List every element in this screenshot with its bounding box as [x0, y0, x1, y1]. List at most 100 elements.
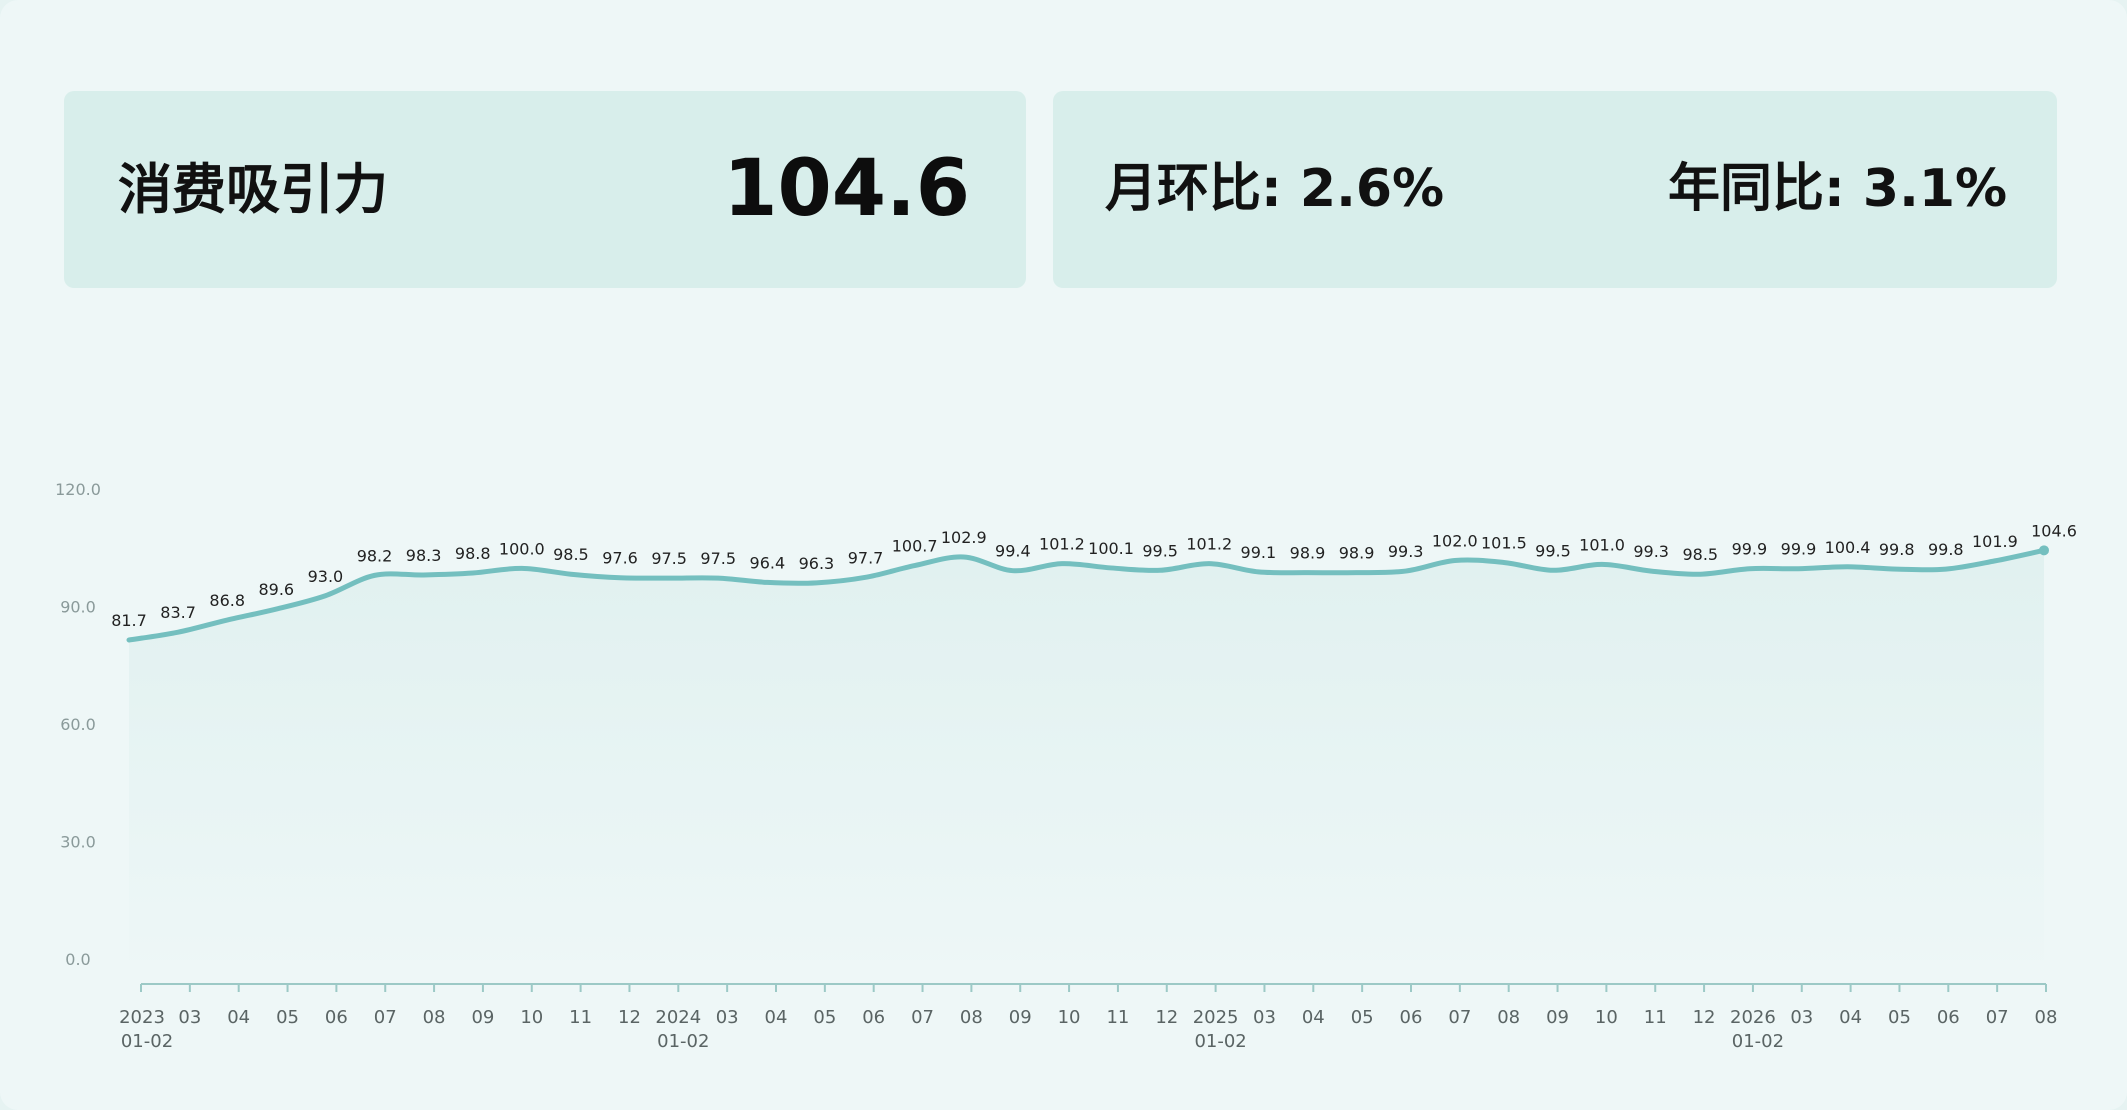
y-tick-label: 0.0: [65, 950, 90, 969]
y-tick-label: 60.0: [60, 715, 96, 734]
x-tick-label: 2023: [119, 1007, 165, 1028]
data-label: 101.9: [1972, 532, 2018, 551]
data-label: 81.7: [111, 611, 147, 630]
x-tick-label: 06: [1400, 1007, 1423, 1028]
data-label: 96.3: [799, 554, 835, 573]
x-tick-label: 09: [1009, 1007, 1032, 1028]
data-label: 100.4: [1825, 538, 1871, 557]
y-tick-label: 120.0: [55, 480, 101, 499]
x-tick-label: 03: [178, 1007, 201, 1028]
x-tick-label: 03: [1790, 1007, 1813, 1028]
x-tick-label: 05: [813, 1007, 836, 1028]
x-tick-label: 08: [423, 1007, 446, 1028]
data-label: 97.5: [651, 549, 687, 568]
x-tick-label: 05: [276, 1007, 299, 1028]
data-label: 97.6: [602, 549, 638, 568]
data-label: 104.6: [2031, 521, 2077, 540]
data-label: 101.2: [1039, 535, 1085, 554]
x-tick-label: 06: [862, 1007, 885, 1028]
mom-label: 月环比: [1105, 159, 1262, 219]
x-tick-label: 12: [1155, 1007, 1178, 1028]
x-tick-label: 03: [1253, 1007, 1276, 1028]
x-tick-label: 12: [618, 1007, 641, 1028]
x-tick-label: 10: [520, 1007, 543, 1028]
data-label: 102.9: [941, 528, 987, 547]
x-tick-label: 04: [1302, 1007, 1325, 1028]
x-tick-label: 11: [1106, 1007, 1129, 1028]
yoy-stat: 年同比: 3.1%: [1668, 159, 2008, 219]
data-label: 101.5: [1481, 533, 1527, 552]
data-label: 98.3: [406, 546, 442, 565]
x-tick-label: 04: [227, 1007, 250, 1028]
x-tick-label: 11: [569, 1007, 592, 1028]
x-tick-label: 10: [1058, 1007, 1081, 1028]
x-tick-label: 05: [1888, 1007, 1911, 1028]
x-tick-label: 06: [1937, 1007, 1960, 1028]
data-label: 98.2: [357, 546, 393, 565]
data-label: 98.5: [553, 545, 589, 564]
mom-value: 2.6%: [1299, 159, 1445, 219]
x-tick-label: 2025: [1193, 1007, 1239, 1028]
x-tick-sublabel: 01-02: [1732, 1031, 1784, 1052]
data-label: 99.3: [1633, 542, 1669, 561]
indicator-card: 消费吸引力 104.6: [64, 91, 1026, 288]
data-label: 89.6: [258, 580, 294, 599]
x-tick-label: 09: [1546, 1007, 1569, 1028]
data-label: 99.8: [1928, 540, 1964, 559]
x-tick-label: 08: [2035, 1007, 2058, 1028]
x-tick-label: 07: [911, 1007, 934, 1028]
data-label: 99.3: [1388, 542, 1424, 561]
data-label: 99.1: [1241, 543, 1277, 562]
x-tick-label: 06: [325, 1007, 348, 1028]
y-tick-label: 30.0: [60, 833, 96, 852]
data-label: 96.4: [750, 553, 786, 572]
data-label: 97.5: [700, 549, 736, 568]
x-tick-label: 2026: [1730, 1007, 1776, 1028]
data-label: 86.8: [209, 591, 245, 610]
change-card: 月环比: 2.6% 年同比: 3.1%: [1053, 91, 2057, 288]
x-tick-sublabel: 01-02: [1194, 1031, 1246, 1052]
data-label: 83.7: [160, 603, 196, 622]
x-tick-label: 07: [374, 1007, 397, 1028]
data-label: 100.1: [1088, 539, 1134, 558]
data-label: 100.0: [499, 539, 545, 558]
data-label: 101.0: [1579, 535, 1625, 554]
data-label: 99.9: [1781, 540, 1817, 559]
data-label: 98.8: [455, 544, 491, 563]
data-label: 97.7: [848, 548, 884, 567]
data-label: 99.9: [1732, 540, 1768, 559]
yoy-label: 年同比: [1668, 159, 1825, 219]
data-label: 99.4: [995, 542, 1031, 561]
x-tick-sublabel: 01-02: [121, 1031, 173, 1052]
data-label: 99.8: [1879, 540, 1915, 559]
x-tick-label: 03: [716, 1007, 739, 1028]
data-label: 102.0: [1432, 532, 1478, 551]
y-tick-label: 90.0: [60, 598, 96, 617]
x-tick-label: 04: [1839, 1007, 1862, 1028]
data-label: 100.7: [892, 537, 938, 556]
data-label: 98.9: [1290, 544, 1326, 563]
series-line: [126, 547, 2047, 643]
x-tick-label: 12: [1693, 1007, 1716, 1028]
yoy-value: 3.1%: [1862, 159, 2008, 219]
data-label: 99.5: [1142, 541, 1178, 560]
data-label: 99.5: [1535, 541, 1571, 560]
x-tick-label: 09: [471, 1007, 494, 1028]
data-label: 93.0: [308, 567, 344, 586]
x-tick-label: 08: [1497, 1007, 1520, 1028]
mom-stat: 月环比: 2.6%: [1105, 159, 1445, 219]
x-tick-label: 10: [1595, 1007, 1618, 1028]
x-tick-label: 05: [1351, 1007, 1374, 1028]
x-tick-label: 11: [1644, 1007, 1667, 1028]
x-tick-label: 07: [1448, 1007, 1471, 1028]
data-label: 98.5: [1682, 545, 1718, 564]
series-area: [129, 550, 2044, 960]
indicator-title: 消费吸引力: [118, 158, 388, 221]
series-end-point: [2039, 545, 2049, 556]
indicator-value: 104.6: [723, 144, 970, 234]
x-tick-label: 2024: [655, 1007, 701, 1028]
x-tick-label: 07: [1986, 1007, 2009, 1028]
x-tick-label: 08: [960, 1007, 983, 1028]
x-tick-sublabel: 01-02: [657, 1031, 709, 1052]
